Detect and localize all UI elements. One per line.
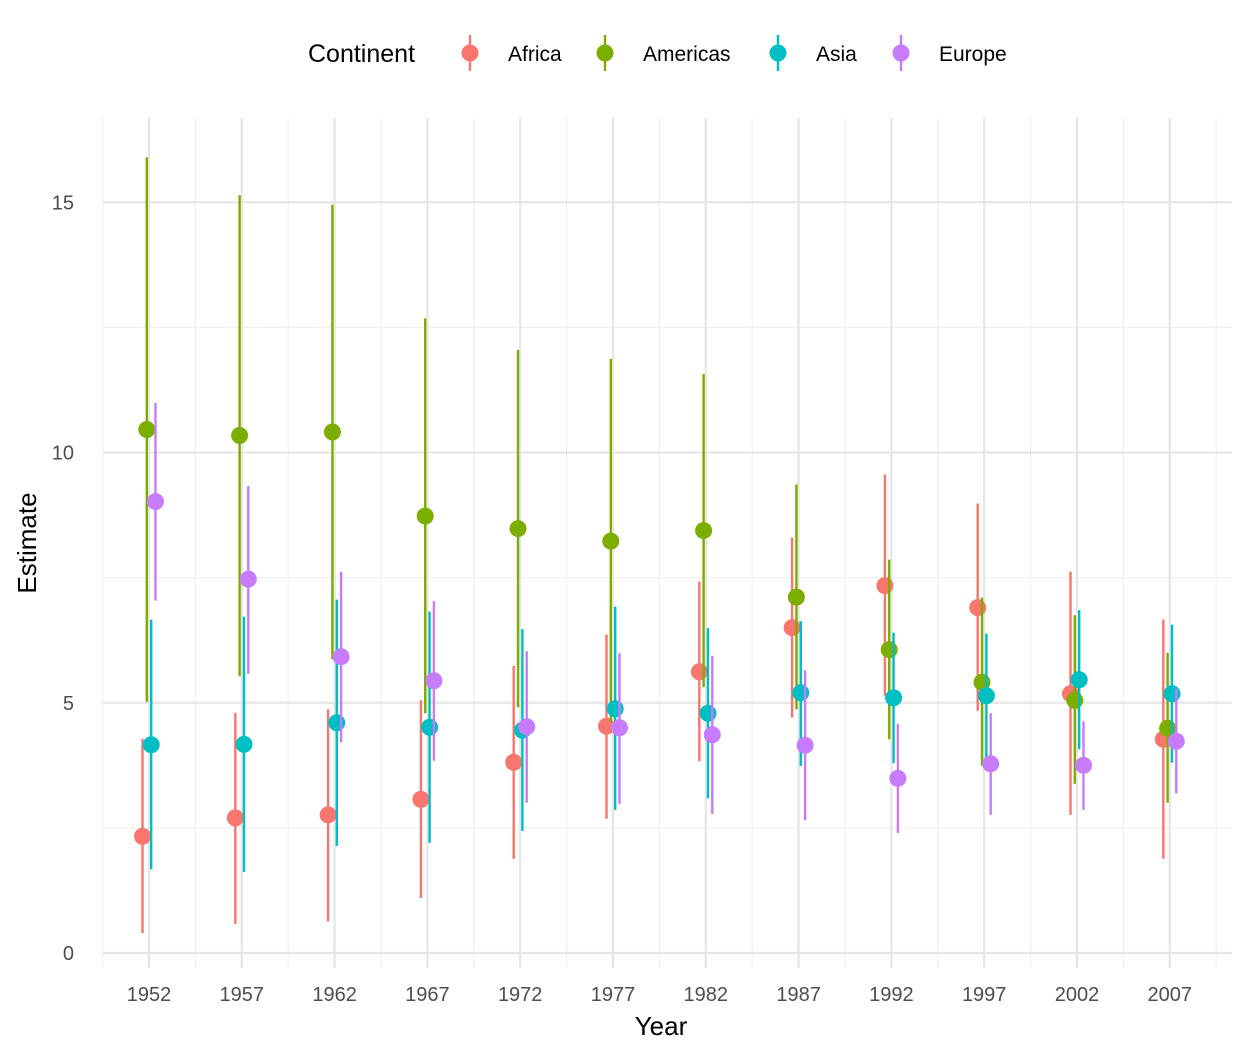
data-point	[518, 718, 536, 736]
data-point	[885, 689, 903, 707]
data-point	[421, 718, 439, 736]
x-tick-label: 1952	[127, 984, 172, 1006]
legend-item-asia: Asia	[769, 35, 857, 71]
x-tick-label: 1977	[591, 984, 636, 1006]
legend-title: Continent	[308, 40, 415, 68]
legend-key-point	[461, 44, 479, 62]
legend-item-europe: Europe	[892, 35, 1007, 71]
data-point	[1167, 732, 1185, 750]
series-layer	[134, 157, 1185, 933]
data-point	[416, 507, 434, 525]
x-tick-label: 1967	[405, 984, 450, 1006]
legend-key-point	[769, 44, 787, 62]
data-point	[690, 663, 708, 681]
x-tick-label: 1962	[312, 984, 357, 1006]
data-point	[977, 687, 995, 705]
x-tick-label: 1987	[776, 984, 821, 1006]
data-point	[1070, 671, 1088, 689]
data-point	[1075, 756, 1092, 774]
data-point	[328, 714, 346, 732]
x-tick-label: 2007	[1148, 984, 1193, 1006]
data-point	[1163, 685, 1181, 703]
legend-label: Americas	[643, 43, 731, 66]
data-point	[695, 522, 713, 540]
grid-layer	[101, 118, 1232, 968]
data-point	[969, 599, 987, 617]
x-tick-label: 1997	[962, 984, 1007, 1006]
series-europe	[147, 402, 1185, 833]
data-point	[142, 736, 160, 754]
y-tick-label: 0	[63, 943, 74, 965]
x-tick-label: 1992	[869, 984, 914, 1006]
data-point	[699, 704, 717, 722]
x-tick-label: 1982	[684, 984, 729, 1006]
data-point	[412, 790, 430, 808]
legend-label: Europe	[939, 43, 1007, 66]
data-point	[792, 684, 810, 702]
data-point	[783, 619, 801, 637]
x-tick-label: 1972	[498, 984, 543, 1006]
data-point	[787, 588, 805, 606]
y-tick-label: 10	[52, 443, 74, 465]
data-point	[231, 426, 249, 444]
legend-item-americas: Americas	[596, 35, 731, 71]
legend-label: Asia	[816, 43, 857, 66]
legend-key-point	[892, 44, 910, 62]
data-point	[226, 809, 244, 827]
data-point	[703, 726, 721, 744]
data-point	[134, 827, 151, 845]
data-point	[147, 493, 164, 511]
data-point	[239, 570, 257, 588]
data-point	[611, 719, 628, 737]
x-tick-label: 2002	[1055, 984, 1100, 1006]
series-americas	[138, 157, 1177, 803]
data-point	[606, 700, 624, 718]
data-point	[235, 735, 253, 753]
data-point	[138, 420, 156, 438]
series-asia	[142, 599, 1181, 872]
legend-label: Africa	[508, 43, 562, 66]
y-tick-label: 15	[52, 192, 74, 214]
data-point	[1066, 691, 1084, 709]
axis-layer: 0 5 10 15 1952 1957 1962 1967 1972 1977 1982 1987 19…	[12, 192, 1192, 1041]
x-axis-title: Year	[635, 1011, 688, 1041]
data-point	[319, 806, 337, 824]
legend-key-point	[596, 44, 614, 62]
legend: Continent Africa Americas Asia Europe	[308, 35, 1007, 71]
legend-item-africa: Africa	[461, 35, 562, 71]
data-point	[509, 520, 527, 538]
data-point	[876, 577, 894, 595]
data-point	[889, 769, 907, 787]
data-point	[425, 672, 443, 690]
data-point	[323, 423, 341, 441]
data-point	[602, 532, 620, 550]
data-point	[332, 648, 350, 666]
data-point	[505, 753, 523, 771]
x-tick-label: 1957	[220, 984, 265, 1006]
data-point	[982, 755, 1000, 773]
y-tick-label: 5	[63, 693, 74, 715]
data-point	[796, 736, 814, 754]
y-axis-title: Estimate	[12, 492, 42, 593]
data-point	[880, 641, 898, 659]
